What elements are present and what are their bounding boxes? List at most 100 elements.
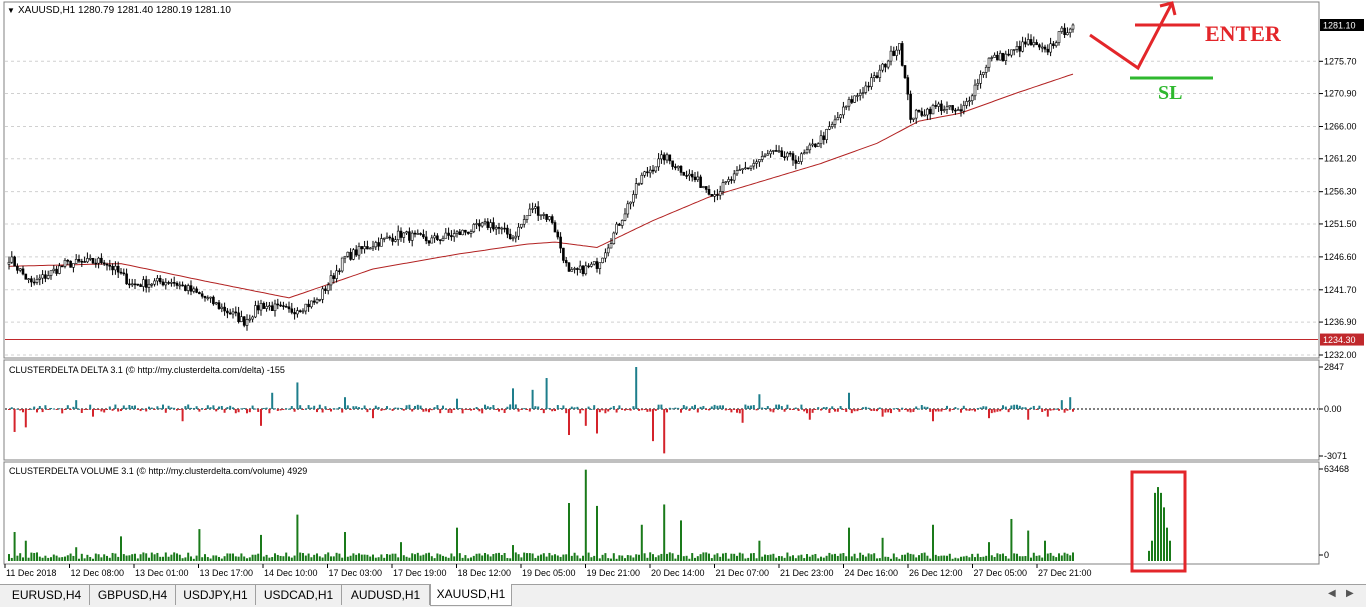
price-candle-body (74, 259, 78, 264)
volume-bar (506, 557, 509, 561)
volume-bar (873, 553, 876, 561)
price-candle-body (245, 319, 249, 326)
delta-bar (716, 405, 719, 409)
delta-bar (178, 409, 181, 410)
price-tick-label: 1236.90 (1324, 317, 1357, 327)
price-candle-body (693, 176, 697, 181)
volume-bar (92, 558, 94, 561)
price-candle-body (13, 256, 16, 267)
price-candle-body (304, 303, 308, 312)
price-candle-body (335, 270, 338, 279)
delta-bar (761, 407, 764, 409)
tab-audusd-h1[interactable]: AUDUSD,H1 (342, 585, 430, 605)
scroll-right-icon[interactable]: ▶ (1346, 588, 1354, 599)
price-candle-body (44, 274, 47, 279)
volume-bar (551, 555, 554, 561)
volume-bar (1013, 553, 1016, 561)
delta-bar (461, 409, 464, 414)
delta-bar (187, 404, 190, 409)
volume-bar (1044, 540, 1046, 561)
delta-bar (467, 409, 470, 410)
tab-usdjpy-h1[interactable]: USDJPY,H1 (176, 585, 256, 605)
price-candle-body (973, 84, 977, 97)
delta-bar (1004, 406, 1007, 409)
delta-bar (769, 409, 772, 412)
price-candle-body (18, 268, 22, 271)
tab-gbpusd-h4[interactable]: GBPUSD,H4 (90, 585, 176, 605)
volume-bars (8, 469, 1171, 561)
delta-bar (341, 409, 344, 413)
delta-bar (184, 406, 187, 409)
volume-bar (730, 553, 733, 561)
delta-bar (736, 409, 738, 413)
volume-bar (814, 553, 817, 561)
price-candle-body (192, 288, 196, 292)
volume-bar (1041, 557, 1044, 561)
volume-bar (528, 553, 531, 561)
delta-bar (83, 409, 86, 410)
volume-bar (934, 554, 937, 561)
price-candle-body (704, 186, 708, 190)
volume-bar (80, 553, 83, 561)
price-candle-body (450, 235, 453, 238)
delta-bar (881, 409, 884, 417)
price-candle-body (290, 308, 294, 313)
price-candle-body (744, 167, 747, 170)
delta-bar (960, 409, 962, 413)
volume-bar (764, 554, 766, 561)
delta-bar (142, 408, 145, 410)
tab-usdcad-h1[interactable]: USDCAD,H1 (256, 585, 342, 605)
tab-eurusd-h4[interactable]: EURUSD,H4 (4, 585, 90, 605)
volume-bar (318, 556, 321, 561)
price-candle-body (651, 169, 655, 172)
price-candle-body (119, 271, 123, 274)
delta-bar (503, 409, 506, 413)
volume-bar (148, 557, 150, 561)
delta-bar (419, 405, 422, 409)
delta-bar (660, 404, 663, 409)
delta-bar (302, 409, 304, 410)
price-candle-body (100, 257, 103, 264)
delta-bar (276, 409, 279, 411)
volume-bar (968, 557, 971, 561)
volume-bar (268, 557, 271, 561)
volume-bar (198, 529, 201, 561)
volume-bar (923, 552, 926, 561)
price-candle-body (828, 126, 831, 130)
volume-bar (579, 558, 582, 561)
volume-bar (520, 557, 523, 561)
volume-bar (22, 557, 24, 561)
price-candle-body (928, 108, 932, 115)
volume-bar (10, 557, 13, 561)
volume-bar (719, 556, 722, 561)
delta-bar (948, 409, 951, 412)
scroll-left-icon[interactable]: ◀ (1328, 588, 1336, 599)
delta-bar (624, 409, 626, 411)
price-candle-body (94, 262, 98, 265)
price-candle-body (1060, 27, 1064, 32)
chart-area[interactable]: 1275.70 1270.90 1266.00 1261.20 1256.30 1251.… (0, 0, 1366, 584)
volume-bar (545, 556, 548, 561)
price-candle-body (830, 124, 834, 127)
price-candle-body (517, 226, 520, 237)
chevron-down-icon[interactable]: ▼ (7, 6, 15, 15)
delta-pane[interactable] (3, 359, 1320, 461)
tab-xauusd-h1[interactable]: XAUUSD,H1 (430, 584, 512, 606)
volume-bar (870, 554, 873, 561)
price-candle-body (1071, 24, 1075, 30)
price-candle-body (282, 305, 285, 307)
price-candle-body (861, 92, 865, 94)
price-candle-body (396, 230, 400, 241)
price-candle-body (898, 43, 901, 51)
volume-bar (136, 558, 139, 561)
volume-bar (201, 557, 204, 561)
volume-bar (909, 553, 912, 561)
delta-bar (206, 405, 209, 409)
volume-pane[interactable] (3, 461, 1320, 565)
delta-bar (128, 404, 131, 409)
delta-bar (691, 406, 694, 409)
delta-bar (1021, 407, 1024, 409)
delta-bar (828, 409, 831, 413)
delta-bar (551, 409, 554, 412)
price-candle-body (77, 259, 81, 262)
